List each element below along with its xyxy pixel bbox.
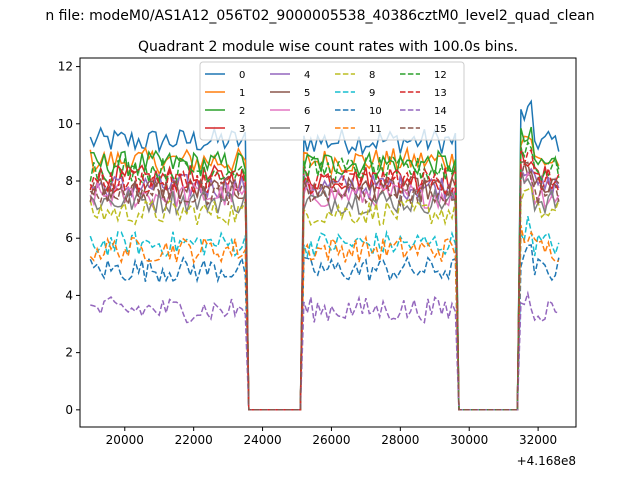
figure-suptitle: n file: modeM0/AS1A12_056T02_9000005538_… [45, 8, 594, 24]
series-line-13 [89, 148, 560, 411]
series-line-8 [89, 186, 560, 411]
legend-label-12: 12 [434, 70, 447, 81]
y-tick-label: 0 [65, 403, 73, 417]
x-tick-label: 20000 [106, 433, 144, 447]
legend-label-1: 1 [239, 88, 245, 99]
plot-lines [89, 99, 560, 411]
x-axis: 20000 22000 24000 26000 28000 30000 32000 [106, 427, 557, 447]
legend-label-13: 13 [434, 88, 447, 99]
legend-label-15: 15 [434, 124, 447, 135]
series-line-10 [89, 244, 560, 411]
x-tick-label: 24000 [243, 433, 281, 447]
series-line-7 [89, 168, 560, 411]
x-offset-text: +4.168e8 [517, 454, 576, 468]
legend-label-14: 14 [434, 106, 447, 117]
x-tick-label: 30000 [450, 433, 488, 447]
x-tick-label: 26000 [312, 433, 350, 447]
legend-label-3: 3 [239, 124, 245, 135]
legend-box [199, 61, 465, 141]
legend-label-0: 0 [239, 70, 245, 81]
legend-label-2: 2 [239, 106, 245, 117]
legend-label-10: 10 [369, 106, 382, 117]
x-tick-label: 22000 [175, 433, 213, 447]
chart-title: Quadrant 2 module wise count rates with … [138, 39, 518, 55]
legend-label-4: 4 [304, 70, 310, 81]
legend-label-5: 5 [304, 88, 310, 99]
y-tick-label: 6 [65, 231, 73, 245]
series-line-11 [89, 224, 559, 411]
x-tick-label: 32000 [519, 433, 557, 447]
y-tick-label: 8 [65, 174, 73, 188]
series-line-15 [89, 161, 560, 411]
series-line-14 [90, 290, 560, 411]
legend-label-6: 6 [304, 106, 310, 117]
x-tick-label: 28000 [381, 433, 419, 447]
y-tick-label: 2 [65, 346, 73, 360]
series-line-4 [90, 167, 560, 411]
legend-label-7: 7 [304, 124, 310, 135]
y-tick-label: 4 [65, 288, 73, 302]
legend-label-8: 8 [369, 70, 375, 81]
legend-label-9: 9 [369, 88, 375, 99]
y-axis: 0 2 4 6 8 10 12 [58, 60, 80, 417]
y-tick-label: 12 [58, 60, 73, 74]
legend-label-11: 11 [369, 124, 382, 135]
axes-frame [79, 57, 577, 428]
y-tick-label: 10 [58, 117, 73, 131]
